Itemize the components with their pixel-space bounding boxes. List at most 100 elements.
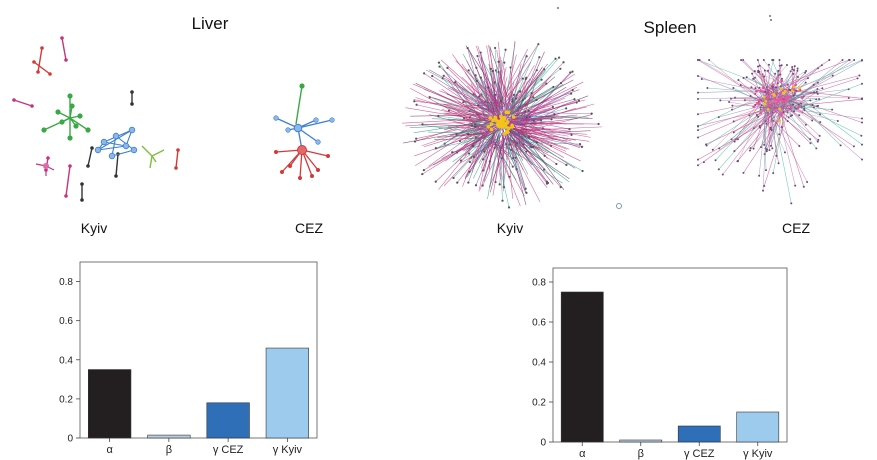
- node: [697, 91, 699, 94]
- edge: [474, 126, 482, 132]
- node: [780, 64, 783, 67]
- edge: [480, 77, 506, 114]
- edge: [13, 99, 33, 107]
- node: [316, 168, 320, 172]
- node: [714, 159, 717, 162]
- node: [554, 57, 557, 60]
- edge: [775, 104, 800, 116]
- edge: [763, 59, 774, 102]
- edge: [503, 144, 563, 184]
- liver-title: Liver: [191, 14, 229, 33]
- edge: [697, 94, 764, 127]
- node: [130, 146, 138, 154]
- edge: [501, 126, 527, 193]
- node: [697, 158, 699, 161]
- edge: [498, 130, 503, 201]
- node: [800, 96, 804, 100]
- node: [778, 107, 781, 111]
- node: [805, 69, 808, 72]
- node: [806, 77, 809, 80]
- node: [497, 60, 500, 63]
- node: [434, 146, 437, 150]
- node: [77, 113, 83, 119]
- node: [467, 69, 470, 72]
- node: [540, 78, 543, 81]
- edge: [87, 147, 93, 167]
- edge: [494, 47, 500, 117]
- node: [770, 19, 772, 21]
- node: [80, 182, 84, 186]
- node: [711, 148, 714, 151]
- node: [442, 74, 445, 77]
- node: [797, 76, 800, 79]
- node: [777, 162, 780, 165]
- node: [792, 87, 796, 91]
- node: [493, 81, 496, 84]
- node: [717, 168, 720, 171]
- node: [772, 172, 775, 175]
- node: [763, 102, 766, 106]
- node: [792, 72, 795, 75]
- node: [767, 104, 770, 108]
- node: [771, 83, 775, 87]
- edge: [496, 101, 502, 119]
- node: [543, 154, 546, 157]
- node: [438, 65, 441, 68]
- edge: [501, 61, 531, 110]
- node: [798, 86, 801, 90]
- node: [783, 151, 786, 154]
- x-tick-label: β: [166, 444, 172, 456]
- edge: [756, 89, 793, 116]
- node: [749, 95, 752, 98]
- node: [796, 106, 800, 110]
- edge: [405, 120, 483, 127]
- liver-kyiv-label: Kyiv: [80, 220, 108, 236]
- node: [796, 69, 799, 72]
- node: [73, 123, 79, 129]
- edge: [466, 60, 493, 110]
- node: [479, 51, 482, 54]
- liver-cez-network: [273, 83, 335, 180]
- edge: [738, 79, 764, 102]
- node: [761, 90, 765, 94]
- node: [462, 101, 465, 104]
- node: [818, 98, 821, 101]
- node: [772, 93, 775, 96]
- node: [475, 79, 479, 82]
- liver-kyiv-network: [12, 36, 180, 202]
- edge: [505, 127, 527, 205]
- edge: [151, 149, 165, 157]
- edge: [784, 88, 849, 97]
- node: [828, 59, 831, 61]
- node: [535, 141, 538, 144]
- node: [559, 67, 562, 70]
- edge: [493, 136, 507, 149]
- edge: [489, 131, 495, 170]
- edge: [473, 121, 487, 131]
- node: [764, 90, 767, 93]
- node: [755, 101, 759, 105]
- plot-frame: [79, 261, 318, 439]
- node: [790, 202, 793, 205]
- edge: [432, 75, 493, 114]
- y-tick-label: 0.4: [532, 358, 546, 369]
- node: [861, 59, 863, 61]
- node: [550, 118, 553, 121]
- node: [494, 46, 497, 50]
- node: [742, 77, 745, 80]
- node: [763, 143, 766, 146]
- edge: [61, 37, 67, 61]
- edge: [459, 83, 492, 114]
- edge: [779, 70, 798, 106]
- node: [130, 90, 134, 94]
- node: [176, 148, 180, 152]
- edge: [149, 155, 153, 169]
- node: [479, 76, 482, 79]
- node: [67, 135, 73, 141]
- node: [816, 88, 819, 91]
- edge: [475, 75, 500, 115]
- node: [783, 100, 787, 103]
- edge: [510, 127, 531, 131]
- node: [467, 152, 471, 155]
